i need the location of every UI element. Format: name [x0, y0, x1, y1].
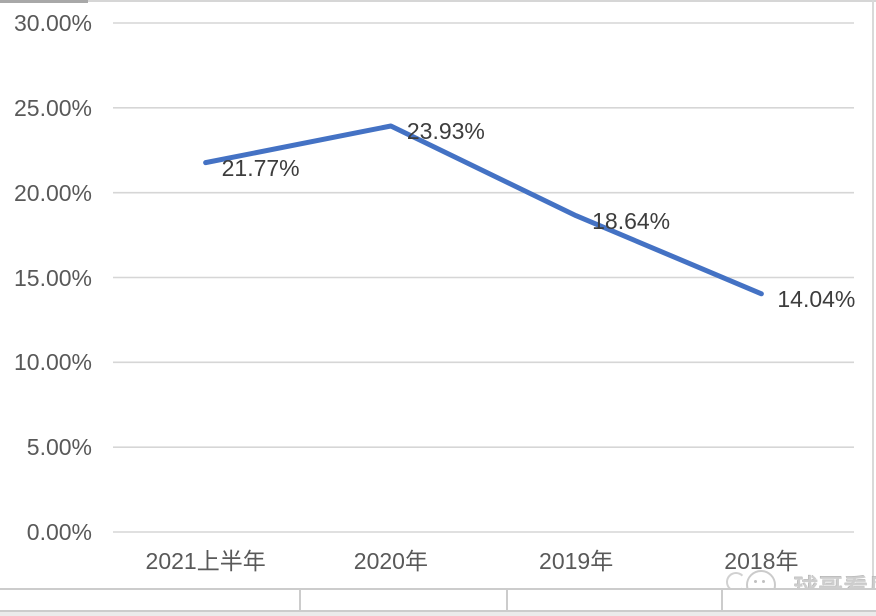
data-point-label: 18.64%	[592, 207, 671, 234]
top-window-edge-dark	[0, 0, 88, 3]
top-window-edge	[0, 0, 876, 2]
y-tick-label: 15.00%	[13, 264, 92, 291]
y-tick-label: 20.00%	[13, 179, 92, 206]
table-cell-border	[506, 590, 508, 610]
data-point-label: 21.77%	[221, 154, 300, 181]
table-cell-border	[299, 590, 301, 610]
x-category-label: 2019年	[539, 548, 614, 574]
bottom-gray-strip	[0, 612, 876, 616]
table-cell-border	[721, 590, 723, 610]
y-tick-label: 25.00%	[13, 94, 92, 121]
right-window-edge	[872, 0, 874, 616]
trend-line	[203, 123, 764, 297]
x-category-label: 2018年	[724, 548, 799, 574]
y-tick-label: 30.00%	[13, 10, 92, 36]
x-category-label: 2021上半年	[145, 548, 266, 574]
gridlines	[113, 22, 854, 533]
data-table-strip	[0, 588, 876, 612]
y-tick-label: 0.00%	[26, 519, 92, 545]
y-tick-label: 5.00%	[26, 434, 92, 461]
x-category-label: 2020年	[353, 548, 428, 574]
data-point-label: 23.93%	[406, 117, 485, 144]
y-tick-label: 10.00%	[13, 349, 92, 376]
data-point-label: 14.04%	[777, 285, 856, 312]
